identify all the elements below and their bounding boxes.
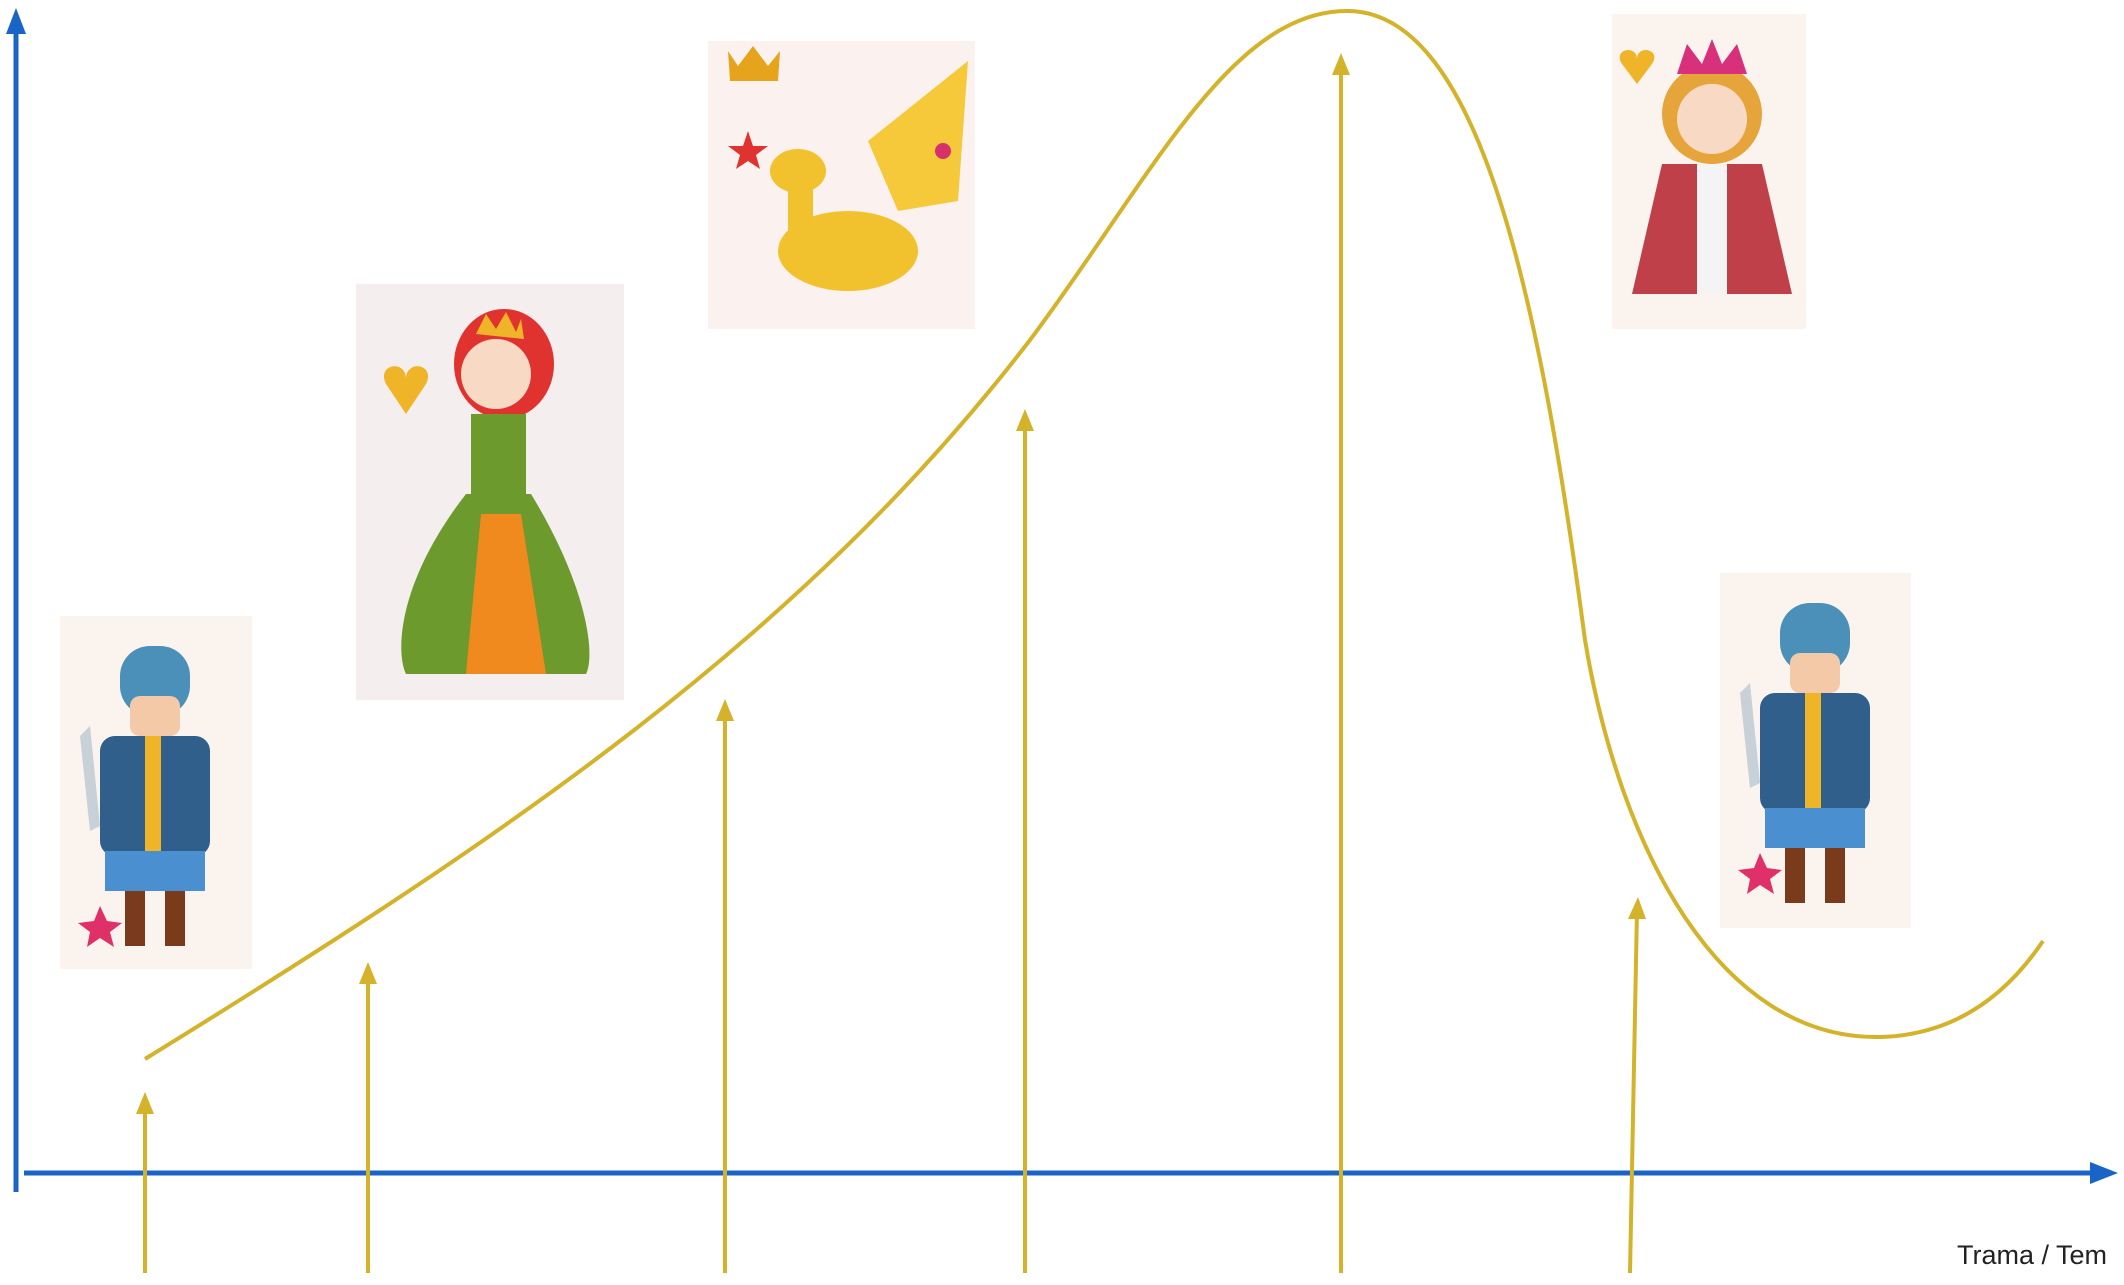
king-illustration [1612, 14, 1806, 329]
arrow-head [136, 1092, 154, 1114]
arrow-head [716, 699, 734, 721]
knight-illustration [1720, 573, 1911, 928]
y-axis-head [6, 8, 26, 34]
story-arc-diagram: Trama / Tem [0, 0, 2124, 1285]
arrow-head [359, 962, 377, 984]
dragon-illustration [708, 41, 975, 329]
princess-illustration [356, 284, 624, 700]
x-axis-label: Trama / Tem [1957, 1240, 2107, 1270]
arrow-head [1332, 53, 1350, 75]
x-axis-head [2090, 1162, 2118, 1184]
arrow-head [1628, 897, 1646, 919]
arrow [1630, 910, 1637, 1273]
knight-illustration [60, 616, 252, 969]
arrow-head [1016, 409, 1034, 431]
